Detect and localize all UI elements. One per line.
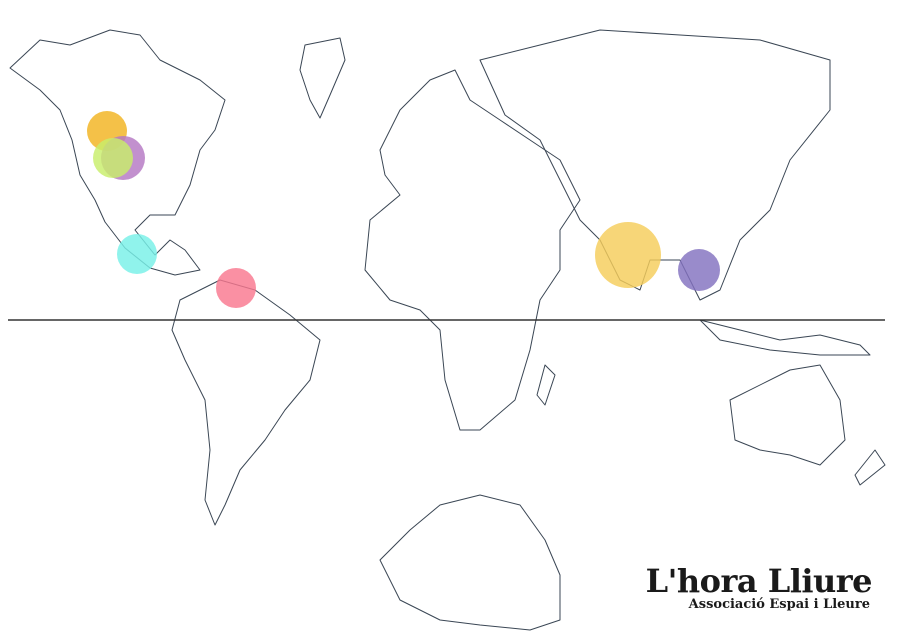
asia-outline xyxy=(479,29,831,301)
map-marker[interactable] xyxy=(678,249,720,291)
logo-title: L'hora Lliure xyxy=(645,562,873,600)
map-marker[interactable] xyxy=(216,268,256,308)
antarctica-outline xyxy=(379,494,561,631)
australia-outline xyxy=(729,364,846,466)
map-marker[interactable] xyxy=(93,138,133,178)
south-america-outline xyxy=(171,279,321,526)
map-marker[interactable] xyxy=(595,222,661,288)
greenland-outline xyxy=(299,37,346,119)
europe-africa-outline xyxy=(364,69,581,431)
markers xyxy=(87,111,720,308)
new-zealand-outline xyxy=(854,449,886,486)
logo-subtitle: Associació Espai i Lleure xyxy=(688,597,870,612)
continent-outlines xyxy=(9,29,886,631)
madagascar-outline xyxy=(536,364,556,406)
indonesia-outline xyxy=(699,319,871,356)
map-marker[interactable] xyxy=(117,234,157,274)
